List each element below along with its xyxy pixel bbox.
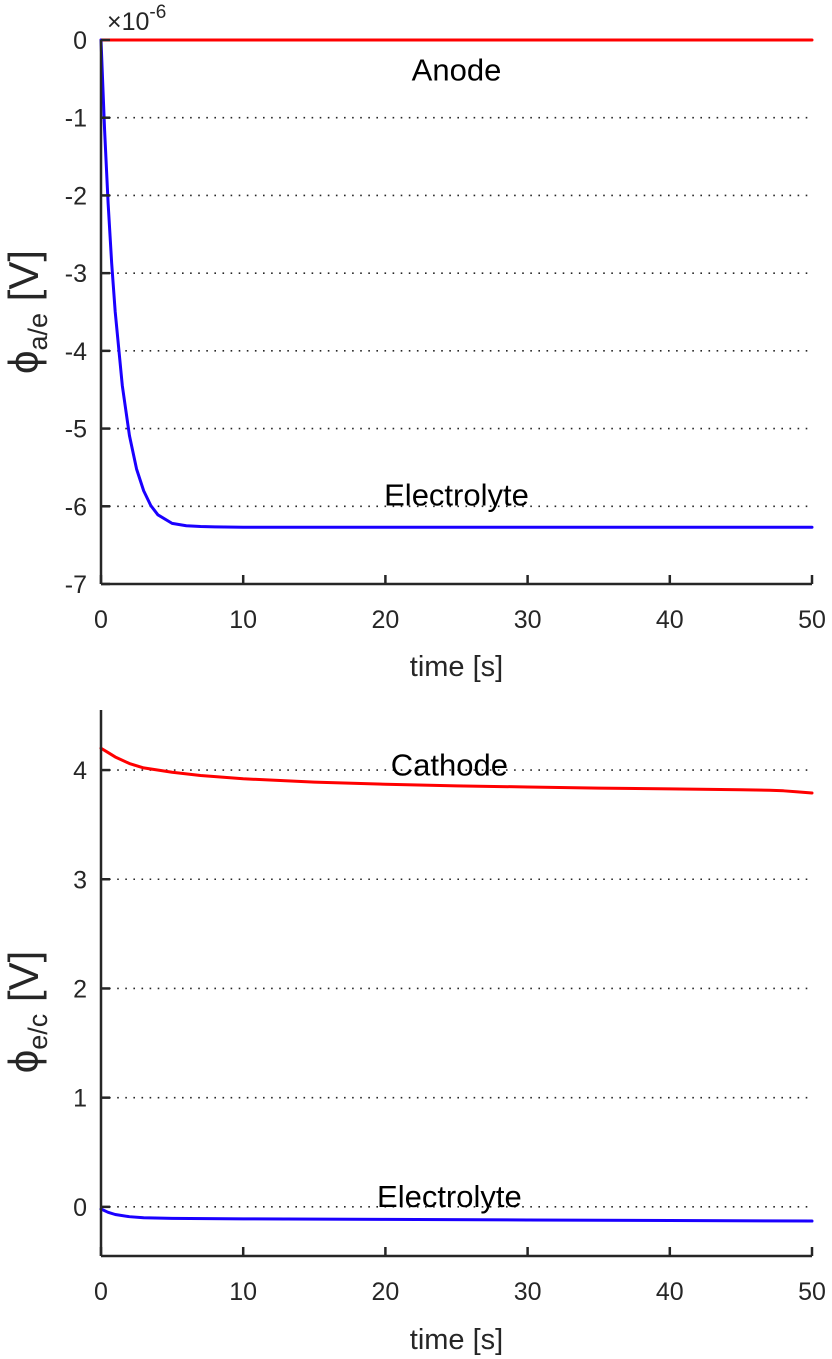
x-tick-label: 20 [371, 606, 399, 634]
y-axis-label-unit: [V] [0, 250, 47, 313]
y-tick-label: 1 [73, 1085, 87, 1113]
x-tick-label: 0 [94, 606, 108, 634]
y-tick-label: -6 [65, 493, 87, 521]
y-axis-label: ϕe/c [V] [0, 951, 53, 1074]
y-tick-label: 0 [73, 27, 87, 55]
x-tick-label: 50 [798, 1278, 826, 1306]
chart-panel-1: 0 10 20 30 40 50 0 -1 -2 -3 -4 -5 -6 -7 time [s] ϕa/e [… [0, 2, 826, 683]
annotation-cathode: Cathode [391, 748, 508, 783]
x-tick-label: 30 [514, 606, 542, 634]
y-tick-label: -5 [65, 416, 87, 444]
annotation-electrolyte: Electrolyte [377, 1179, 522, 1214]
multiplier-exponent: -6 [149, 2, 166, 23]
y-tick-label: 4 [73, 757, 87, 785]
y-tick-label: -4 [65, 338, 87, 366]
x-tick-label: 20 [371, 1278, 399, 1306]
chart-panel-2: 0 10 20 30 40 50 0 1 2 3 4 time [s] ϕe/c [V] Cathode E… [0, 710, 826, 1356]
y-tick-label: 0 [73, 1194, 87, 1222]
y-axis-label-subscript: e/c [23, 1014, 53, 1050]
y-axis-label-symbol: ϕ [0, 351, 47, 375]
multiplier-prefix: × [107, 8, 122, 36]
x-tick-label: 30 [514, 1278, 542, 1306]
y-tick-label: 3 [73, 866, 87, 894]
y-tick-label: -3 [65, 260, 87, 288]
series-line-1 [99, 746, 814, 795]
y-axis-label-symbol: ϕ [0, 1050, 47, 1074]
x-tick-label: 10 [229, 606, 257, 634]
annotation-anode: Anode [412, 53, 502, 88]
y-axis-label: ϕa/e [V] [0, 250, 53, 374]
y-tick-label: -1 [65, 105, 87, 133]
y-tick-label: 2 [73, 975, 87, 1003]
x-axis-label: time [s] [410, 1324, 503, 1356]
multiplier-base: 10 [122, 8, 150, 36]
x-tick-label: 10 [229, 1278, 257, 1306]
y-tick-label: -2 [65, 182, 87, 210]
x-axis-label: time [s] [410, 651, 503, 683]
y-axis-label-unit: [V] [0, 951, 47, 1014]
series-line-2 [99, 1207, 814, 1223]
annotation-electrolyte: Electrolyte [384, 478, 529, 513]
x-tick-label: 40 [656, 606, 684, 634]
x-tick-label: 0 [94, 1278, 108, 1306]
y-axis-label-subscript: a/e [23, 313, 53, 351]
x-tick-label: 50 [798, 606, 826, 634]
y-axis-multiplier: ×10-6 [107, 2, 166, 36]
x-tick-label: 40 [656, 1278, 684, 1306]
y-tick-label: -7 [65, 571, 87, 599]
series-line-2 [99, 38, 814, 529]
